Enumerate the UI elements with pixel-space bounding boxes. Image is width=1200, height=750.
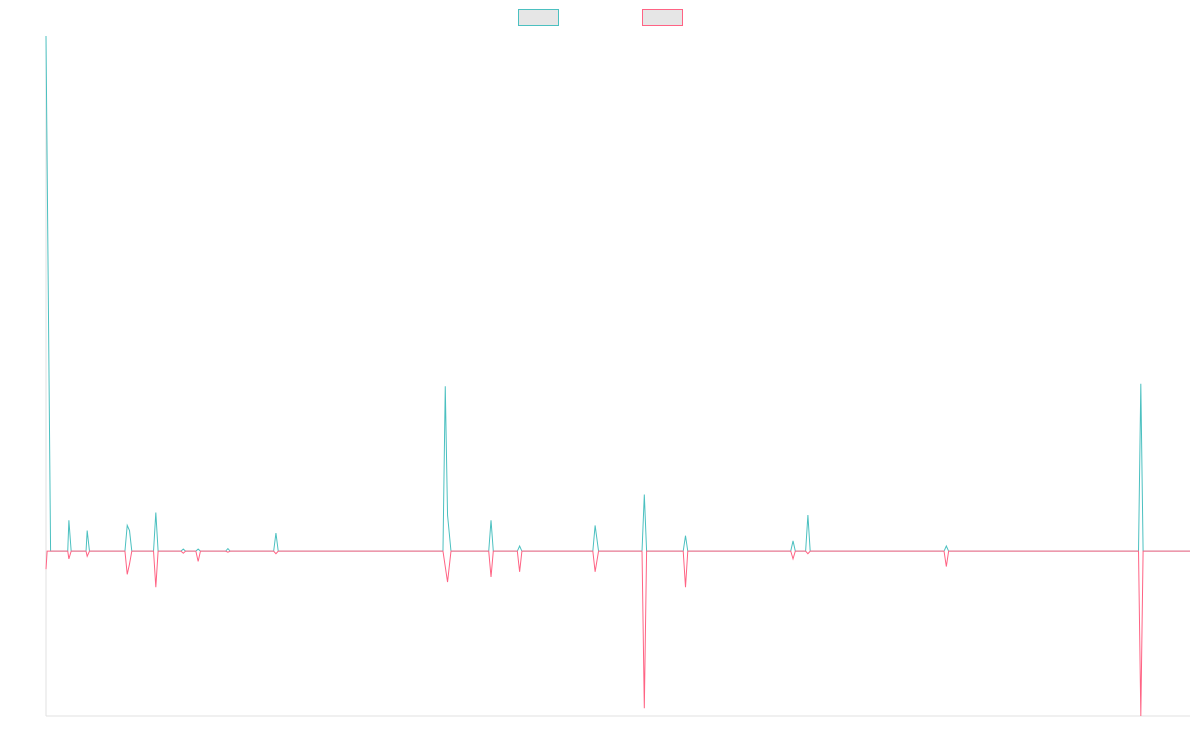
series-line-2: [45, 550, 1190, 717]
legend[interactable]: [518, 9, 683, 26]
legend-swatch-1[interactable]: [518, 9, 559, 26]
legend-swatch-2[interactable]: [642, 9, 683, 26]
series-layer: [45, 35, 1190, 717]
axes: [45, 36, 1190, 717]
series-line-1: [45, 35, 1190, 552]
